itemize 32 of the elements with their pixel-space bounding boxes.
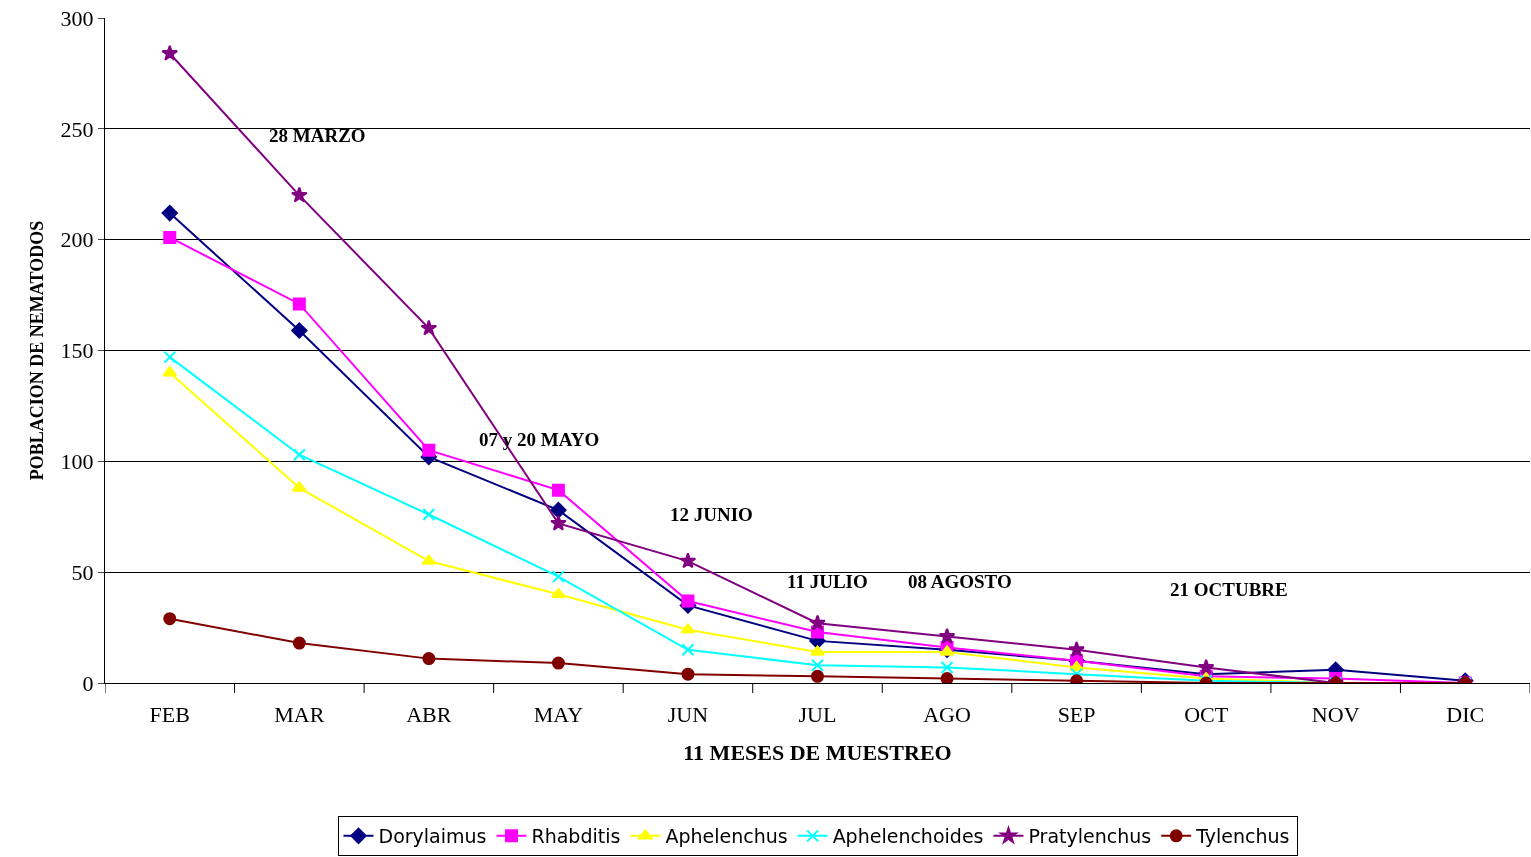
- annotation: 28 MARZO: [269, 125, 366, 146]
- x-tick-label: MAY: [533, 702, 584, 728]
- x-tick-label: SEP: [1057, 702, 1096, 728]
- y-tick-label: 50: [71, 559, 94, 585]
- y-tick-label: 0: [82, 670, 94, 696]
- legend-label: Aphelenchus: [665, 825, 788, 848]
- legend-label: Tylenchus: [1195, 825, 1290, 848]
- x-tick-label: MAR: [274, 702, 325, 728]
- annotation: 11 JULIO: [787, 571, 868, 592]
- x-tick-label: FEB: [149, 702, 190, 728]
- annotation: 21 OCTUBRE: [1170, 579, 1288, 600]
- annotation: 07 y 20 MAYO: [479, 429, 600, 450]
- x-tick-label: JUL: [798, 702, 837, 728]
- x-tick-label: OCT: [1184, 702, 1229, 728]
- y-tick-label: 150: [60, 338, 94, 364]
- legend-label: Pratylenchus: [1028, 825, 1152, 848]
- legend-label: Rhabditis: [531, 825, 621, 848]
- x-tick-label: AGO: [923, 702, 971, 728]
- legend-label: Dorylaimus: [378, 825, 487, 848]
- x-axis-title: 11 MESES DE MUESTREO: [683, 740, 952, 766]
- y-tick-label: 250: [60, 116, 94, 142]
- annotation: 08 AGOSTO: [908, 571, 1012, 592]
- x-tick-label: JUN: [667, 702, 709, 728]
- y-axis-title: POBLACION DE NEMATODOS: [26, 220, 47, 481]
- x-tick-label: ABR: [406, 702, 452, 728]
- legend-label: Aphelenchoides: [832, 825, 984, 848]
- y-tick-label: 100: [60, 449, 94, 475]
- y-tick-label: 200: [60, 227, 94, 253]
- y-tick-label: 300: [60, 5, 94, 31]
- x-tick-label: NOV: [1311, 702, 1360, 728]
- annotation: 12 JUNIO: [670, 504, 753, 525]
- x-tick-label: DIC: [1446, 702, 1485, 728]
